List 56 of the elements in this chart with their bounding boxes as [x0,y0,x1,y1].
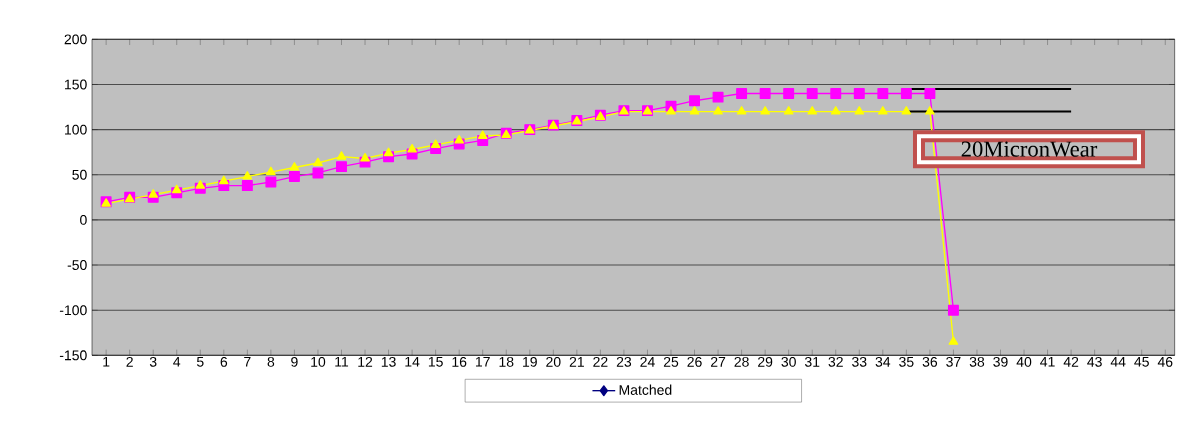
y-tick-label: -50 [67,260,87,270]
legend-label: Matched [619,384,672,395]
y-tick-label: 150 [65,79,87,90]
x-tick-label: 32 [828,356,843,367]
x-tick-label: 23 [616,356,632,367]
x-tick-label: 40 [1016,356,1032,367]
x-tick-label: 8 [267,356,275,367]
x-tick-label: 6 [220,356,228,367]
x-tick-label: 38 [969,356,985,367]
x-tick-label: 45 [1134,356,1149,367]
x-tick-label: 9 [291,356,298,367]
x-tick-label: 41 [1040,356,1055,367]
x-tick-label: 21 [569,356,584,367]
x-tick-label: 43 [1087,356,1102,367]
x-tick-label: 36 [922,356,938,367]
x-tick-label: 29 [758,356,773,367]
x-tick-label: 4 [173,356,181,367]
x-tick-label: 2 [126,356,133,367]
x-tick-label: 22 [593,356,608,367]
x-tick-label: 26 [687,356,702,367]
x-tick-label: 3 [149,356,157,367]
y-tick-label: 50 [72,169,87,180]
y-tick-label: -150 [59,350,87,361]
x-tick-label: 10 [311,356,326,367]
x-tick-label: 46 [1157,356,1173,367]
x-tick-label: 37 [946,356,961,367]
x-tick-label: 39 [993,356,1008,367]
x-tick-label: 42 [1063,356,1079,367]
x-tick-label: 15 [428,356,443,367]
y-tick-label: 100 [65,124,87,135]
x-tick-label: 27 [711,356,726,367]
x-tick-label: 44 [1110,356,1126,367]
x-tick-label: 34 [875,356,891,367]
x-tick-label: 16 [452,356,467,367]
x-tick-label: 30 [781,356,796,367]
x-tick-label: 35 [899,356,914,367]
x-tick-label: 17 [475,356,490,367]
x-tick-label: 11 [335,356,349,367]
y-tick-label: -100 [59,305,87,316]
y-tick-label: 0 [80,214,87,225]
x-tick-label: 13 [381,356,396,367]
x-tick-label: 18 [499,356,514,367]
x-tick-label: 7 [244,356,251,367]
x-tick-label: 5 [196,356,204,367]
x-tick-label: 20 [546,356,561,367]
x-tick-label: 14 [405,356,420,367]
annotation: 20MicronWear [961,141,1098,157]
x-tick-label: 28 [734,356,749,367]
x-tick-label: 33 [852,356,867,367]
y-tick-label: 200 [64,34,87,45]
x-tick-label: 25 [663,356,679,367]
x-tick-label: 24 [640,356,655,367]
x-tick-label: 31 [804,356,820,367]
x-tick-label: 1 [103,356,110,367]
x-tick-label: 19 [523,356,537,367]
x-tick-label: 12 [358,356,373,367]
